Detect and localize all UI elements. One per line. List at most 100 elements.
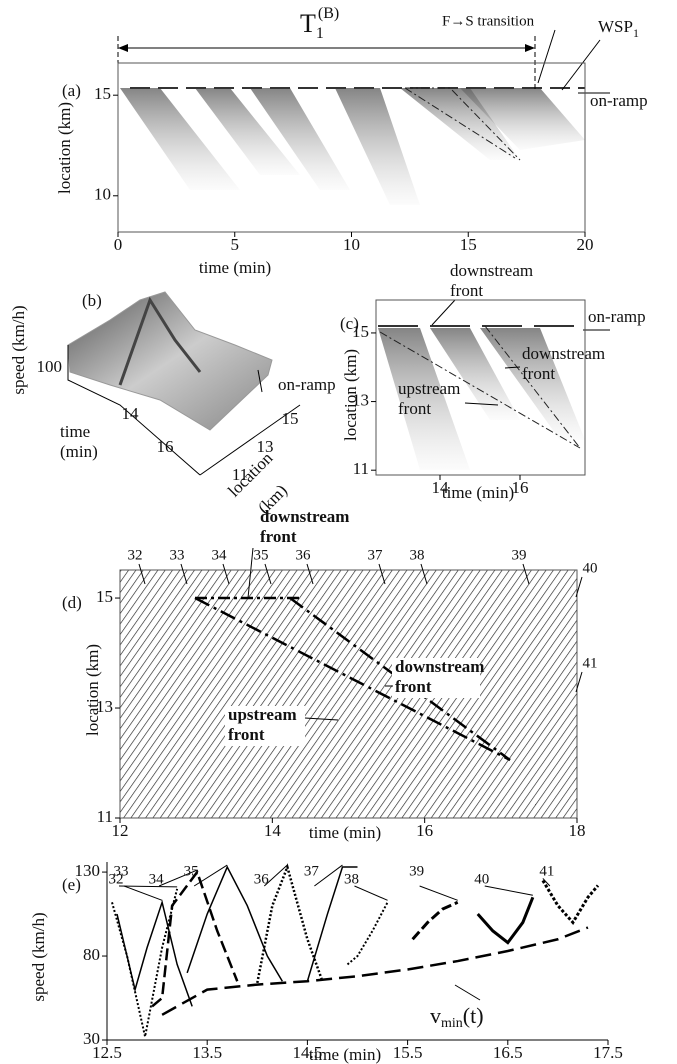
front-label: upstream bbox=[228, 705, 297, 724]
vehicle-label: 34 bbox=[212, 547, 228, 563]
x-tick-label: 20 bbox=[577, 235, 594, 254]
panel-label: (a) bbox=[62, 81, 81, 100]
panel-label: (e) bbox=[62, 875, 81, 894]
vmin-label: vmin(t) bbox=[430, 1003, 484, 1031]
vmin-curve bbox=[161, 926, 589, 1016]
series-label: 37 bbox=[304, 863, 320, 879]
x-tick-label: 16 bbox=[157, 437, 174, 456]
vehicle-label: 41 bbox=[583, 655, 598, 671]
pointer bbox=[263, 864, 288, 887]
speed-trace bbox=[186, 865, 283, 982]
panel-e: (e) time (min) speed (km/h) vmin(t) bbox=[29, 875, 484, 1064]
y-tick-label: 11 bbox=[353, 459, 369, 478]
wsp-label: WSP1 bbox=[598, 17, 639, 40]
ramp-label: on-ramp bbox=[588, 307, 646, 326]
speed-trace bbox=[411, 900, 459, 941]
vehicle-label: 33 bbox=[170, 547, 185, 563]
x-axis-label: (min) bbox=[60, 442, 98, 461]
series-label: 39 bbox=[409, 863, 424, 879]
front-label: front bbox=[260, 527, 297, 546]
pointer bbox=[561, 39, 601, 91]
y-tick-label: 10 bbox=[94, 185, 111, 204]
y-tick-label: 80 bbox=[83, 945, 100, 964]
y-tick-label: 130 bbox=[75, 861, 101, 880]
front-line bbox=[379, 331, 581, 449]
axis bbox=[106, 862, 608, 1041]
pointer bbox=[420, 563, 428, 585]
front-label: front bbox=[395, 677, 432, 696]
y-tick-label: 11 bbox=[232, 465, 248, 484]
speed-trace bbox=[256, 863, 324, 984]
y-tick-label: 13 bbox=[96, 697, 113, 716]
x-tick-label: 14 bbox=[122, 404, 140, 423]
vehicle-label: 38 bbox=[410, 547, 425, 563]
x-tick-label: 12.5 bbox=[92, 1043, 122, 1062]
y-tick-label: 15 bbox=[96, 587, 113, 606]
y-axis-label: speed (km/h) bbox=[29, 912, 48, 1001]
period-label: T1(B) bbox=[300, 5, 339, 42]
pointer bbox=[354, 885, 388, 901]
x-tick-label: 16.5 bbox=[493, 1043, 523, 1062]
pointer bbox=[484, 885, 533, 896]
pointer bbox=[123, 885, 163, 901]
density-streaks bbox=[378, 328, 585, 470]
series-label: 35 bbox=[184, 863, 199, 879]
panel-label: (b) bbox=[82, 291, 102, 310]
x-tick-label: 15 bbox=[460, 235, 477, 254]
panel-b: (b) speed (km/h) time (min) location (km… bbox=[9, 291, 336, 518]
y-axis-label: location (km) bbox=[55, 102, 74, 194]
speed-trace bbox=[111, 888, 179, 1037]
vehicle-label: 35 bbox=[254, 547, 269, 563]
x-axis-label: time (min) bbox=[309, 1045, 381, 1064]
x-tick-label: 15.5 bbox=[393, 1043, 423, 1062]
x-axis-label: time (min) bbox=[309, 823, 381, 842]
x-tick-label: 14.5 bbox=[293, 1043, 323, 1062]
front-line bbox=[404, 87, 516, 159]
series-label: 32 bbox=[109, 871, 124, 887]
vehicle-label: 40 bbox=[583, 560, 598, 576]
x-tick-label: 18 bbox=[569, 821, 586, 840]
pointer bbox=[537, 29, 556, 84]
pointer bbox=[522, 563, 530, 585]
pointer bbox=[314, 864, 343, 887]
plot-frame bbox=[375, 299, 586, 476]
panel-label: (d) bbox=[62, 593, 82, 612]
arrowhead bbox=[525, 44, 535, 52]
series-label: 36 bbox=[254, 871, 270, 887]
speed-trace bbox=[151, 869, 239, 1008]
trajectories bbox=[120, 570, 577, 818]
ridge bbox=[118, 296, 202, 386]
pointer bbox=[575, 576, 583, 598]
y-tick-label: 15 bbox=[352, 322, 369, 341]
ramp-label: on-ramp bbox=[278, 375, 336, 394]
front-line bbox=[194, 596, 511, 762]
pointer bbox=[306, 563, 314, 585]
front-line bbox=[405, 87, 521, 161]
y-tick-label: 13 bbox=[352, 390, 369, 409]
series-label: 38 bbox=[344, 871, 359, 887]
y-tick-label: 30 bbox=[83, 1029, 100, 1048]
x-axis-label: time bbox=[60, 422, 90, 441]
pointer bbox=[138, 563, 146, 585]
x-tick-label: 14 bbox=[432, 478, 450, 497]
front-line bbox=[484, 325, 581, 449]
vehicle-label: 32 bbox=[128, 547, 143, 563]
x-axis-label: time (min) bbox=[442, 483, 514, 502]
pointer bbox=[378, 563, 386, 585]
pointer bbox=[193, 864, 228, 887]
axis bbox=[67, 345, 201, 476]
pointer bbox=[575, 671, 583, 693]
panel-c: (c) on-ramp downstream front downstream … bbox=[340, 261, 646, 502]
speed-trace bbox=[476, 896, 535, 945]
x-tick-label: 12 bbox=[112, 821, 129, 840]
label-bg bbox=[392, 658, 480, 698]
series-label: 40 bbox=[474, 871, 489, 887]
z-tick-label: 100 bbox=[37, 357, 63, 376]
panel-label: (c) bbox=[340, 314, 359, 333]
z-axis-label: speed (km/h) bbox=[9, 305, 28, 394]
pointer bbox=[464, 402, 499, 406]
y-tick-label: 15 bbox=[282, 409, 299, 428]
front-label: front bbox=[398, 399, 431, 418]
front-label: downstream bbox=[450, 261, 533, 280]
